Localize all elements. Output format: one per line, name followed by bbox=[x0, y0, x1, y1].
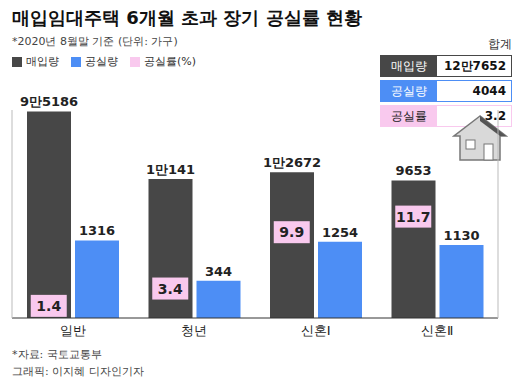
svg-text:9653: 9653 bbox=[395, 163, 431, 178]
html-text:4044: 4044 bbox=[472, 84, 506, 98]
svg-text:1316: 1316 bbox=[79, 223, 115, 238]
svg-text:11.7: 11.7 bbox=[396, 209, 431, 225]
svg-text:3.4: 3.4 bbox=[158, 281, 183, 297]
html-text:3.2: 3.2 bbox=[484, 109, 506, 123]
html-text:*자료: 국토교통부: *자료: 국토교통부 bbox=[12, 348, 102, 361]
svg-text:344: 344 bbox=[205, 264, 232, 279]
html-text:매입임대주택 6개월 초과 장기 공실률 현황: 매입임대주택 6개월 초과 장기 공실률 현황 bbox=[12, 7, 362, 28]
svg-text:9.9: 9.9 bbox=[279, 224, 304, 240]
svg-text:청년: 청년 bbox=[181, 323, 207, 338]
html-text:공실률(%): 공실률(%) bbox=[144, 55, 196, 68]
svg-text:9만5186: 9만5186 bbox=[20, 94, 78, 109]
svg-text:1254: 1254 bbox=[322, 225, 358, 240]
svg-text:일반: 일반 bbox=[60, 323, 86, 338]
svg-text:신혼Ⅱ: 신혼Ⅱ bbox=[421, 323, 453, 338]
html-text:12만7652: 12만7652 bbox=[443, 58, 506, 73]
svg-text:1만141: 1만141 bbox=[146, 162, 195, 177]
svg-text:1.4: 1.4 bbox=[36, 298, 61, 314]
html-text:공실률: 공실률 bbox=[391, 108, 427, 123]
html-text:공실량: 공실량 bbox=[391, 83, 427, 98]
svg-text:1만2672: 1만2672 bbox=[263, 155, 321, 170]
svg-text:신혼Ⅰ: 신혼Ⅰ bbox=[301, 323, 331, 338]
html-text:공실량: 공실량 bbox=[85, 55, 118, 68]
html-text:그래픽: 이지혜 디자인기자: 그래픽: 이지혜 디자인기자 bbox=[12, 365, 144, 378]
html-text:*2020년 8월말 기준 (단위: 가구): *2020년 8월말 기준 (단위: 가구) bbox=[12, 35, 178, 48]
html-text:매입량: 매입량 bbox=[391, 58, 427, 73]
html-text:매입량: 매입량 bbox=[26, 55, 59, 68]
svg-text:1130: 1130 bbox=[443, 228, 479, 243]
html-text:합계: 합계 bbox=[488, 37, 512, 51]
